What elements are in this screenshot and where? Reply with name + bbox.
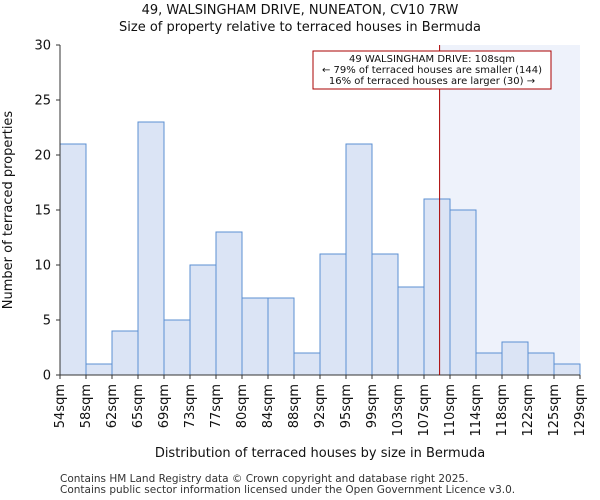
bar-62sqm [111, 330, 139, 376]
x-tick-label: 118sqm [495, 384, 510, 437]
y-tick-label: 5 [43, 314, 51, 329]
x-tick-label: 103sqm [391, 384, 406, 437]
x-tick-label: 107sqm [417, 384, 432, 437]
x-tick-label: 54sqm [53, 384, 68, 428]
x-tick-label: 122sqm [521, 384, 536, 437]
y-tick-label: 10 [34, 259, 51, 274]
x-tick-label: 69sqm [157, 384, 172, 428]
annotation-line-3: 16% of terraced houses are larger (30) → [329, 76, 535, 87]
bar-65sqm [137, 121, 165, 376]
bar-88sqm [293, 352, 321, 376]
y-axis-title: Number of terraced properties [1, 111, 16, 310]
x-tick-label: 84sqm [261, 384, 276, 428]
bar-107sqm [423, 198, 451, 376]
bar-114sqm [475, 352, 503, 376]
x-tick-label: 62sqm [105, 384, 120, 428]
x-tick-label: 99sqm [365, 384, 380, 428]
x-tick-label: 77sqm [209, 384, 224, 428]
x-tick-label: 58sqm [79, 384, 94, 428]
y-tick-label: 15 [34, 204, 51, 219]
bar-103sqm [397, 286, 425, 376]
x-tick-label: 129sqm [573, 384, 588, 437]
histogram-chart: 0 5 10 15 20 25 30 54sqm 58sqm 62sqm 65sqm 69sqm 73s… [1, 39, 588, 462]
annotation-line-1: 49 WALSINGHAM DRIVE: 108sqm [349, 54, 515, 65]
bar-125sqm [553, 363, 581, 376]
bar-77sqm [215, 231, 243, 376]
x-axis-title: Distribution of terraced houses by size … [155, 446, 485, 461]
bar-99sqm [371, 253, 399, 376]
footer-copyright: Contains HM Land Registry data © Crown c… [60, 473, 469, 485]
x-tick-label: 125sqm [547, 384, 562, 437]
chart-title: 49, WALSINGHAM DRIVE, NUNEATON, CV10 7RW [141, 3, 459, 18]
bar-92sqm [319, 253, 347, 376]
x-tick-label: 88sqm [287, 384, 302, 428]
bar-58sqm [85, 363, 113, 376]
chart-subtitle: Size of property relative to terraced ho… [119, 20, 481, 35]
bar-73sqm [189, 264, 217, 376]
footer-licence: Contains public sector information licen… [60, 484, 516, 496]
y-tick-label: 20 [34, 149, 51, 164]
bar-118sqm [501, 341, 529, 376]
bar-84sqm [267, 297, 295, 376]
x-tick-label: 73sqm [183, 384, 198, 428]
y-tick-label: 25 [34, 94, 51, 109]
y-tick-label: 0 [43, 369, 51, 384]
bar-80sqm [241, 297, 269, 376]
bar-110sqm [449, 209, 477, 376]
y-tick-label: 30 [34, 39, 51, 54]
bar-54sqm [59, 143, 87, 376]
x-tick-label: 92sqm [313, 384, 328, 428]
x-tick-label: 95sqm [339, 384, 354, 428]
x-tick-label: 114sqm [469, 384, 484, 437]
x-tick-label: 110sqm [443, 384, 458, 437]
x-tick-label: 80sqm [235, 384, 250, 428]
annotation-box [312, 50, 552, 90]
annotation-line-2: ← 79% of terraced houses are smaller (14… [322, 65, 542, 76]
bar-95sqm [345, 143, 373, 376]
bar-69sqm [163, 319, 191, 376]
x-tick-label: 65sqm [131, 384, 146, 428]
bar-122sqm [527, 352, 555, 376]
